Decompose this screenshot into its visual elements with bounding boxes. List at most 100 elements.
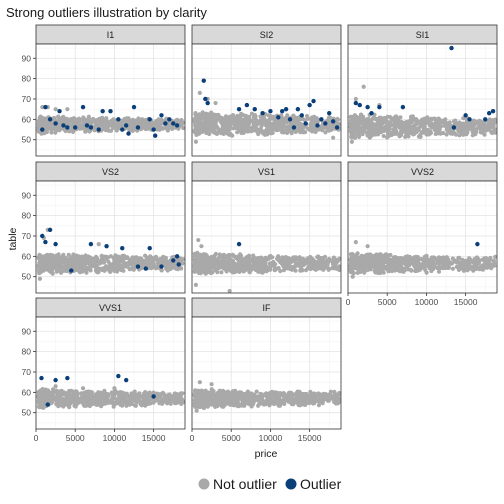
- point-not-outlier: [80, 386, 86, 391]
- point-not-outlier: [126, 120, 131, 125]
- panel-background: [348, 181, 497, 293]
- point-outlier: [287, 117, 293, 122]
- point-not-outlier: [238, 253, 244, 258]
- point-not-outlier: [69, 255, 74, 260]
- point-not-outlier: [112, 386, 117, 391]
- point-not-outlier: [132, 259, 137, 264]
- point-outlier: [108, 109, 113, 114]
- points-layer: [348, 239, 497, 279]
- point-not-outlier: [174, 118, 179, 123]
- point-not-outlier: [318, 261, 323, 266]
- point-not-outlier: [350, 252, 355, 257]
- point-not-outlier: [234, 265, 239, 270]
- point-not-outlier: [128, 267, 133, 272]
- point-not-outlier: [279, 261, 285, 266]
- point-not-outlier: [107, 119, 112, 125]
- point-not-outlier: [62, 119, 67, 124]
- point-outlier: [47, 227, 53, 233]
- point-not-outlier: [453, 118, 458, 123]
- point-not-outlier: [195, 130, 200, 135]
- point-not-outlier: [156, 117, 161, 122]
- point-outlier: [174, 254, 180, 259]
- point-not-outlier: [393, 128, 398, 133]
- point-not-outlier: [450, 266, 455, 271]
- point-not-outlier: [325, 128, 330, 133]
- y-tick-label: 70: [22, 94, 32, 104]
- point-not-outlier: [475, 125, 480, 131]
- point-not-outlier: [301, 130, 306, 135]
- y-tick-label: 90: [22, 326, 32, 336]
- point-not-outlier: [50, 271, 55, 276]
- point-not-outlier: [405, 262, 410, 268]
- point-not-outlier: [387, 122, 392, 127]
- point-not-outlier: [412, 127, 417, 133]
- points-layer: [192, 380, 341, 413]
- point-outlier: [88, 125, 94, 130]
- point-outlier: [451, 125, 457, 130]
- point-not-outlier: [444, 132, 449, 137]
- point-not-outlier: [98, 402, 103, 407]
- points-layer: [36, 104, 185, 138]
- point-not-outlier: [207, 262, 212, 267]
- point-not-outlier: [331, 135, 336, 140]
- point-not-outlier: [298, 268, 303, 273]
- point-not-outlier: [350, 258, 355, 263]
- panel-border: [347, 43, 498, 157]
- point-not-outlier: [293, 257, 298, 262]
- point-not-outlier: [203, 125, 208, 130]
- facet-strip-label: VVS2: [411, 167, 434, 177]
- point-outlier: [295, 106, 301, 112]
- point-outlier: [39, 375, 44, 381]
- point-not-outlier: [361, 258, 366, 263]
- point-not-outlier: [402, 259, 407, 264]
- point-not-outlier: [59, 270, 64, 275]
- point-outlier: [159, 113, 164, 118]
- point-not-outlier: [105, 394, 110, 399]
- point-outlier: [327, 111, 332, 116]
- point-not-outlier: [354, 261, 359, 266]
- point-not-outlier: [398, 129, 403, 135]
- point-not-outlier: [220, 125, 225, 130]
- point-outlier: [205, 100, 210, 106]
- point-not-outlier: [206, 120, 211, 125]
- point-not-outlier: [75, 267, 80, 272]
- point-not-outlier: [282, 257, 287, 262]
- point-not-outlier: [129, 396, 134, 401]
- point-not-outlier: [477, 118, 482, 123]
- point-outlier: [47, 117, 53, 122]
- point-not-outlier: [214, 258, 219, 263]
- point-not-outlier: [55, 253, 60, 258]
- point-not-outlier: [216, 262, 221, 267]
- point-not-outlier: [230, 133, 235, 138]
- point-not-outlier: [383, 124, 388, 129]
- point-not-outlier: [252, 265, 257, 270]
- point-not-outlier: [336, 117, 341, 122]
- x-tick-label: 10000: [103, 433, 127, 443]
- point-not-outlier: [226, 116, 232, 121]
- facet-strip-label: VS1: [258, 167, 275, 177]
- point-not-outlier: [47, 124, 52, 129]
- point-not-outlier: [110, 393, 115, 398]
- point-not-outlier: [223, 119, 228, 124]
- point-not-outlier: [365, 132, 370, 137]
- point-not-outlier: [378, 115, 383, 120]
- point-outlier: [116, 117, 121, 122]
- point-not-outlier: [403, 128, 408, 133]
- point-not-outlier: [205, 269, 211, 275]
- point-outlier: [171, 121, 176, 126]
- facet-panel-vs1: VS1: [191, 161, 342, 294]
- point-not-outlier: [373, 125, 378, 130]
- point-not-outlier: [71, 394, 76, 399]
- point-not-outlier: [158, 256, 163, 262]
- point-not-outlier: [368, 118, 373, 123]
- point-not-outlier: [40, 116, 45, 121]
- point-not-outlier: [381, 258, 386, 263]
- point-outlier: [174, 123, 180, 128]
- point-not-outlier: [353, 239, 358, 245]
- point-outlier: [123, 123, 129, 128]
- point-not-outlier: [419, 130, 424, 135]
- point-not-outlier: [61, 265, 66, 270]
- point-not-outlier: [95, 392, 100, 397]
- point-not-outlier: [354, 254, 359, 259]
